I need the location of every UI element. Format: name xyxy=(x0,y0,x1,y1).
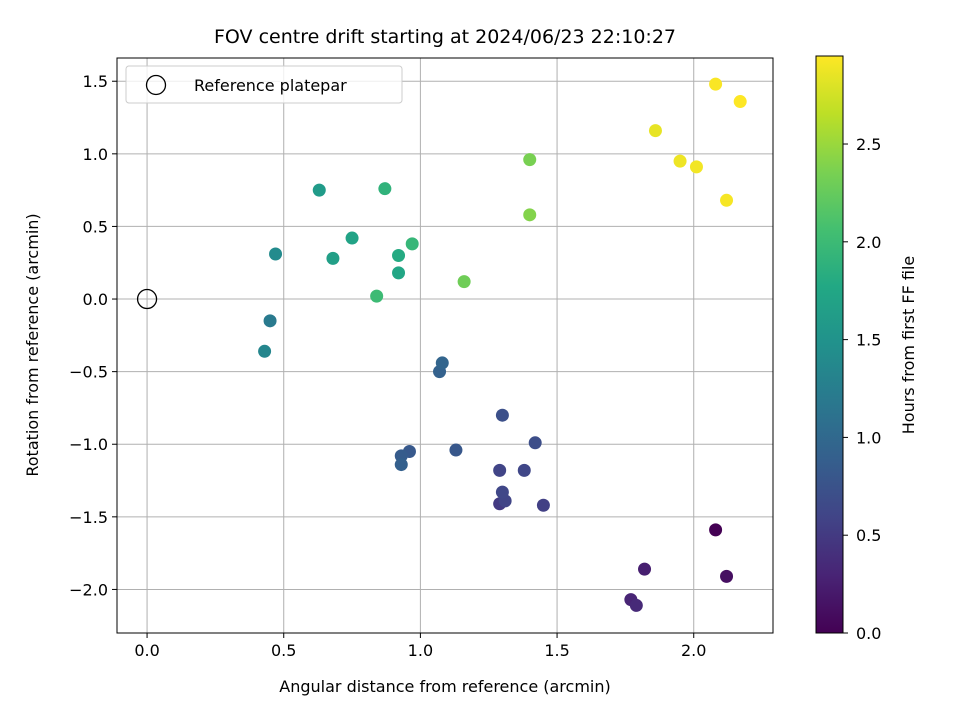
colorbar-tick-label: 1.0 xyxy=(856,428,881,447)
scatter-point xyxy=(523,208,537,222)
y-tick-label: 0.0 xyxy=(83,290,108,309)
scatter-point xyxy=(536,498,550,512)
legend-label-reference: Reference platepar xyxy=(194,76,347,95)
scatter-point xyxy=(312,183,326,197)
y-tick-label: 1.5 xyxy=(83,72,108,91)
scatter-point xyxy=(648,124,662,138)
scatter-point xyxy=(258,344,272,358)
legend-box xyxy=(125,65,403,104)
reference-marker-group xyxy=(136,288,158,310)
colorbar xyxy=(815,55,844,634)
x-tick-label: 1.0 xyxy=(408,641,433,660)
colorbar-ticks: 0.0 0.5 1.0 1.5 2.0 2.5 xyxy=(843,135,881,643)
x-tick-label: 0.0 xyxy=(134,641,159,660)
scatter-point xyxy=(405,237,419,251)
y-tick-label: 1.0 xyxy=(83,145,108,164)
scatter-point xyxy=(733,95,747,109)
scatter-point xyxy=(689,160,703,174)
scatter-point xyxy=(392,266,406,280)
colorbar-label: Hours from first FF file xyxy=(899,256,918,435)
scatter-point xyxy=(495,485,509,499)
colorbar-tick-label: 1.5 xyxy=(856,331,881,350)
y-axis-label: Rotation from reference (arcmin) xyxy=(23,213,42,476)
chart-title: FOV centre drift starting at 2024/06/23 … xyxy=(214,26,676,48)
colorbar-tick-label: 2.5 xyxy=(856,135,881,154)
scatter-point xyxy=(709,77,723,91)
plot-frame xyxy=(116,57,774,634)
grid xyxy=(117,58,773,633)
y-axis-ticks: 1.5 1.0 0.5 0.0 −0.5 −1.0 −1.5 −2.0 xyxy=(69,72,117,599)
scatter-point xyxy=(720,193,734,207)
scatter-point xyxy=(263,314,277,328)
scatter-point xyxy=(528,436,542,450)
scatter-point xyxy=(720,569,734,583)
x-tick-label: 2.0 xyxy=(681,641,706,660)
x-axis-label: Angular distance from reference (arcmin) xyxy=(279,677,610,696)
colorbar-tick-label: 0.5 xyxy=(856,526,881,545)
scatter-point xyxy=(345,231,359,245)
scatter-point xyxy=(435,356,449,370)
scatter-point xyxy=(457,275,471,289)
scatter-point xyxy=(493,463,507,477)
scatter-point xyxy=(449,443,463,457)
scatter-point xyxy=(629,598,643,612)
y-tick-label: −0.5 xyxy=(69,363,108,382)
legend: Reference platepar xyxy=(125,65,403,104)
scatter-point xyxy=(394,458,408,472)
scatter-point xyxy=(638,562,652,576)
scatter-point xyxy=(370,289,384,303)
y-tick-label: −1.5 xyxy=(69,508,108,527)
data-points xyxy=(258,77,747,612)
scatter-point xyxy=(378,182,392,196)
scatter-point xyxy=(495,408,509,422)
y-tick-label: 0.5 xyxy=(83,217,108,236)
reference-marker xyxy=(136,288,158,310)
legend-marker-reference xyxy=(145,74,167,96)
scatter-point xyxy=(326,251,340,265)
scatter-point xyxy=(523,153,537,167)
scatter-point xyxy=(517,463,531,477)
scatter-point xyxy=(392,248,406,262)
x-tick-label: 1.5 xyxy=(544,641,569,660)
x-axis-ticks: 0.0 0.5 1.0 1.5 2.0 xyxy=(134,633,706,660)
scatter-point xyxy=(673,154,687,168)
colorbar-tick-label: 2.0 xyxy=(856,233,881,252)
scatter-point xyxy=(709,523,723,537)
y-tick-label: −1.0 xyxy=(69,435,108,454)
scatter-point xyxy=(269,247,283,261)
colorbar-tick-label: 0.0 xyxy=(856,624,881,643)
y-tick-label: −2.0 xyxy=(69,580,108,599)
x-tick-label: 0.5 xyxy=(271,641,296,660)
